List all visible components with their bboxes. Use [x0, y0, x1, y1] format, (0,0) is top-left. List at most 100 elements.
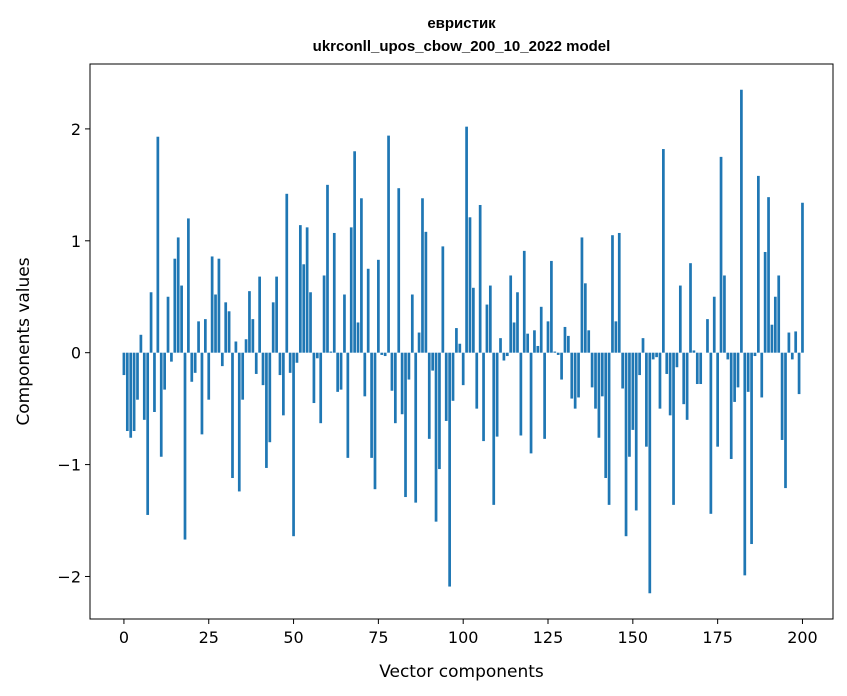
- bar-65: [343, 294, 346, 353]
- bar-70: [360, 198, 363, 353]
- bar-122: [536, 345, 540, 353]
- bar-76: [380, 352, 384, 355]
- y-tick-label-1: −1: [57, 456, 81, 475]
- bar-107: [485, 304, 489, 353]
- bar-40: [258, 276, 261, 353]
- bar-8: [149, 292, 153, 353]
- bar-159: [662, 149, 665, 353]
- bar-132: [570, 352, 574, 399]
- bar-185: [750, 352, 753, 545]
- bar-1: [125, 352, 129, 432]
- bar-13: [166, 296, 170, 353]
- bar-194: [780, 352, 784, 440]
- bar-96: [448, 352, 451, 587]
- bar-15: [173, 258, 177, 353]
- bar-30: [224, 302, 228, 353]
- bar-163: [675, 352, 679, 368]
- bar-54: [305, 227, 309, 353]
- bar-52: [298, 225, 302, 353]
- bar-33: [234, 341, 238, 353]
- bar-9: [153, 352, 156, 412]
- bar-16: [176, 237, 180, 353]
- bar-140: [597, 352, 601, 438]
- bar-196: [787, 332, 791, 353]
- bar-130: [563, 326, 567, 353]
- bar-3: [132, 352, 136, 432]
- bar-34: [237, 352, 241, 492]
- bar-160: [665, 352, 669, 374]
- bar-119: [526, 333, 530, 353]
- bar-93: [438, 352, 441, 470]
- bar-147: [621, 352, 625, 389]
- bar-4: [136, 352, 139, 400]
- bar-113: [505, 352, 509, 357]
- x-tick-label-1: 25: [199, 628, 219, 647]
- bar-134: [577, 352, 580, 398]
- bar-182: [740, 89, 743, 353]
- bar-79: [390, 352, 394, 391]
- bar-12: [163, 352, 166, 390]
- bar-26: [210, 256, 214, 353]
- y-axis-label: Components values: [14, 257, 34, 425]
- bar-23: [200, 352, 204, 435]
- bar-31: [227, 311, 231, 353]
- bar-66: [346, 352, 350, 458]
- bar-172: [706, 319, 709, 353]
- bar-137: [587, 330, 591, 353]
- bar-104: [475, 352, 479, 409]
- bar-164: [678, 285, 682, 353]
- bar-127: [553, 351, 557, 353]
- bar-110: [495, 352, 499, 437]
- bar-116: [516, 292, 519, 353]
- bar-173: [709, 352, 713, 514]
- bar-45: [275, 276, 278, 353]
- bar-114: [509, 275, 513, 353]
- bar-157: [655, 352, 658, 358]
- bar-5: [139, 334, 143, 353]
- y-axis-ticks: −2 −1 0 1 2: [57, 120, 90, 586]
- bar-71: [363, 352, 367, 397]
- bar-117: [519, 352, 523, 436]
- bar-152: [638, 352, 641, 376]
- bar-0: [122, 352, 126, 376]
- bar-167: [689, 263, 692, 353]
- bar-129: [560, 352, 563, 380]
- bar-141: [600, 352, 604, 397]
- bar-43: [268, 352, 272, 443]
- x-axis-label: Vector components: [379, 662, 544, 682]
- bar-57: [315, 352, 319, 359]
- bar-153: [641, 338, 645, 353]
- bar-139: [594, 352, 597, 409]
- bar-186: [753, 352, 757, 357]
- bar-154: [645, 352, 648, 447]
- bar-36: [244, 339, 248, 353]
- bar-59: [322, 275, 326, 353]
- bar-19: [187, 218, 190, 353]
- x-tick-label-7: 175: [702, 628, 733, 647]
- bar-183: [743, 352, 747, 576]
- bar-133: [573, 352, 577, 409]
- bar-108: [488, 285, 492, 353]
- y-tick-label-4: 2: [71, 120, 81, 139]
- bar-136: [583, 283, 587, 353]
- bar-22: [197, 321, 200, 353]
- bar-150: [631, 352, 635, 430]
- bar-83: [404, 352, 407, 498]
- bar-181: [736, 352, 740, 388]
- chart-title-line-1: евристик: [427, 15, 496, 32]
- bar-120: [529, 352, 533, 454]
- bar-88: [421, 198, 424, 353]
- bar-2: [129, 352, 133, 438]
- bar-105: [478, 204, 482, 353]
- bar-155: [648, 352, 652, 594]
- bar-82: [400, 352, 404, 415]
- bar-109: [492, 352, 496, 505]
- bar-50: [292, 352, 295, 537]
- bar-51: [295, 352, 299, 363]
- bar-98: [455, 328, 458, 353]
- bar-80: [393, 352, 397, 424]
- bar-168: [692, 350, 696, 353]
- x-tick-label-3: 75: [368, 628, 388, 647]
- bar-35: [241, 352, 245, 400]
